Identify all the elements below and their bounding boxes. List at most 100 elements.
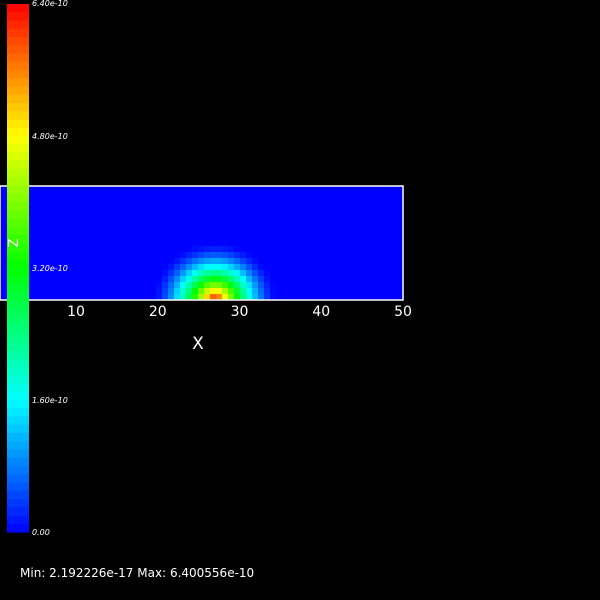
heat-cell [348,210,354,216]
heat-cell [312,216,318,222]
heat-cell [42,210,48,216]
heat-cell [186,252,192,258]
colorbar-band [7,193,29,203]
colorbar-band [7,400,29,409]
heat-cell [144,240,150,246]
heat-cell [84,228,90,234]
heat-cell [330,246,336,252]
heat-cell [342,228,348,234]
heat-cell [246,264,252,270]
heat-cell [174,258,180,264]
heat-cell [228,276,234,282]
heat-cell [390,276,396,282]
heat-cell [42,288,48,294]
heat-cell [330,276,336,282]
heat-cell [198,276,204,282]
heat-cell [78,264,84,270]
heat-cell [246,258,252,264]
heat-cell [384,276,390,282]
heat-cell [0,216,6,222]
colorbar-band [7,367,29,376]
heat-cell [282,222,288,228]
heat-cell [390,216,396,222]
heat-cell [120,264,126,270]
heat-cell [216,294,222,300]
heat-cell [234,288,240,294]
heat-cell [342,204,348,210]
heat-cell [336,228,342,234]
heat-cell [198,228,204,234]
heat-cell [312,234,318,240]
heat-cell [60,234,66,240]
colorbar-band [7,334,29,343]
colorbar-band [7,383,29,393]
heat-cell [318,198,324,204]
heat-cell [168,204,174,210]
heat-cell [336,252,342,258]
heat-cell [318,240,324,246]
heat-cell [294,264,300,270]
heat-cell [246,276,252,282]
heat-cell [288,198,294,204]
heat-cell [114,234,120,240]
heat-cell [30,234,36,240]
heat-cell [282,228,288,234]
heat-cell [108,294,114,300]
heat-cell [126,192,132,198]
heat-cell [30,198,36,204]
heat-cell [138,276,144,282]
colorbar-band [7,210,29,220]
heat-cell [120,270,126,276]
heat-cell [384,204,390,210]
heat-cell [330,216,336,222]
heat-cell [342,270,348,276]
heat-cell [384,270,390,276]
heat-cell [246,204,252,210]
heat-cell [36,258,42,264]
heat-cell [210,270,216,276]
heat-cell [246,198,252,204]
heat-cell [90,288,96,294]
colorbar-labels: 0.00 1.60e-10 3.20e-10 4.80e-10 6.40e-10 [32,0,68,537]
heat-cell [48,294,54,300]
heat-cell [0,288,6,294]
heat-cell [390,198,396,204]
heat-cell [96,198,102,204]
heat-cell [312,258,318,264]
heat-cell [294,216,300,222]
heat-cell [336,294,342,300]
heat-cell [258,228,264,234]
heat-cell [90,252,96,258]
heat-cell [204,210,210,216]
heat-cell [204,258,210,264]
heat-cell [174,282,180,288]
heat-cell [174,192,180,198]
heat-cell [384,228,390,234]
heat-cell [234,204,240,210]
heat-cell [204,192,210,198]
heat-cell [252,270,258,276]
heat-cell [282,234,288,240]
heat-cell [90,240,96,246]
heat-cell [144,246,150,252]
heat-cell [222,240,228,246]
heat-cell [180,234,186,240]
heat-cell [354,204,360,210]
heat-cell [78,294,84,300]
heat-cell [372,234,378,240]
heat-cell [144,216,150,222]
heat-cell [222,276,228,282]
heat-cell [180,192,186,198]
heat-cell [216,204,222,210]
colorbar-tick-label: 0.00 [32,528,50,537]
heat-cell [120,288,126,294]
plot-frame [0,185,404,301]
heat-cell [384,258,390,264]
colorbar-band [7,482,29,492]
heat-cell [336,204,342,210]
heat-cell [144,186,150,192]
heat-cell [0,258,6,264]
heat-cell [0,282,6,288]
heat-cell [372,204,378,210]
heat-cell [84,252,90,258]
